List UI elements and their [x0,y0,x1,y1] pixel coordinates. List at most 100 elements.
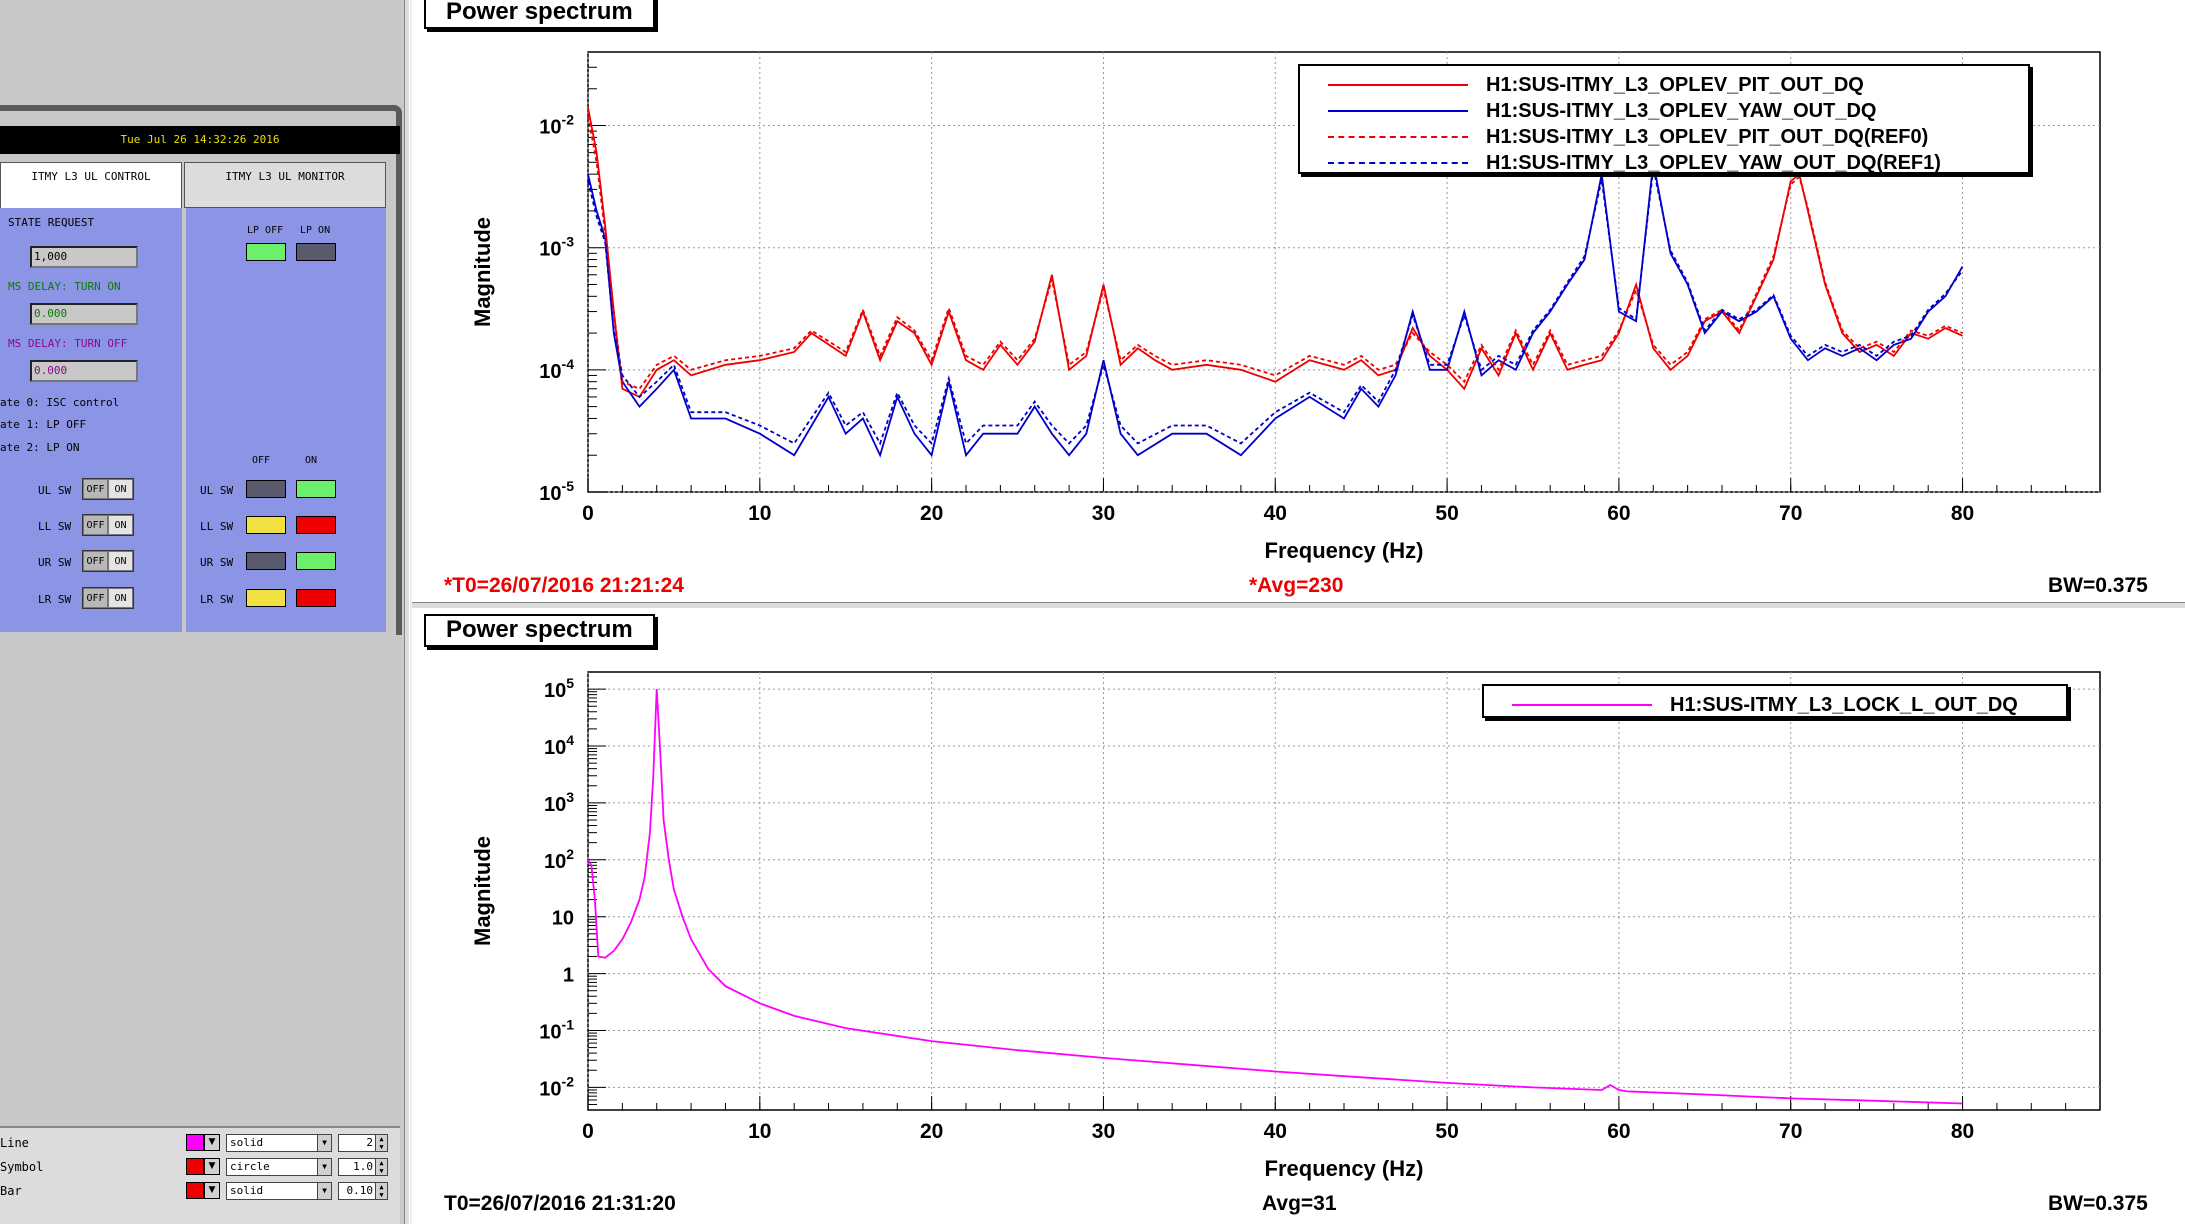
ul-switch[interactable]: OFF ON [82,478,134,500]
bar-color-swatch[interactable] [186,1182,204,1199]
ur-sw-label: UR SW [38,556,72,569]
x-tick-label: 10 [748,1120,771,1143]
x-tick-label: 50 [1435,502,1458,525]
lr-off-indicator [246,589,286,607]
spinner-icon[interactable]: ▲ ▼ [375,1183,387,1199]
y-tick-label: 105 [544,675,574,702]
series-line-4 [587,167,1964,446]
turn-off-delay-label: MS DELAY: TURN OFF [8,337,128,350]
line-width-input[interactable]: 2 ▲ ▼ [338,1134,388,1152]
lr-sw-label: LR SW [38,593,72,606]
ll-sw-label: LL SW [38,520,72,533]
bottom-t0-text: T0=26/07/2016 21:31:20 [444,1192,676,1215]
y-tick-label: 10-1 [539,1016,574,1043]
ul-off-indicator [246,480,286,498]
state-1-label: ate 1: LP OFF [0,418,87,431]
tab-ul-monitor[interactable]: ITMY L3 UL MONITOR [184,162,386,208]
bar-width-value: 0.10 [346,1184,374,1197]
line-width-value: 2 [366,1136,373,1149]
symbol-size-input[interactable]: 1.0 ▲ ▼ [338,1158,388,1176]
chevron-down-icon: ▼ [208,1161,216,1171]
turn-on-delay-field[interactable]: 0.000 [30,303,138,325]
y-tick-label: 10-5 [539,478,574,505]
top-bw-text: BW=0.375 [2048,574,2148,597]
y-tick-label: 10-2 [539,1073,574,1100]
ur-off-indicator [246,552,286,570]
line-style-select[interactable]: solid ▼ [226,1134,332,1152]
y-axis-label: Magnitude [470,836,495,946]
state-request-label: STATE REQUEST [8,216,95,229]
series-line-1 [587,689,1963,1105]
y-tick-label: 104 [544,732,574,759]
legend-label: H1:SUS-ITMY_L3_OPLEV_YAW_OUT_DQ [1486,100,1877,122]
symbol-style-select[interactable]: circle ▼ [226,1158,332,1176]
ll-switch[interactable]: OFF ON [82,514,134,536]
x-tick-label: 10 [748,502,771,525]
chevron-down-icon: ▼ [208,1185,216,1195]
ur-switch-on[interactable]: ON [108,551,133,571]
tab-ul-monitor-label: ITMY L3 UL MONITOR [225,170,345,183]
bar-style-select[interactable]: solid ▼ [226,1182,332,1200]
ll-switch-off[interactable]: OFF [83,515,108,535]
x-tick-label: 20 [920,502,943,525]
y-tick-label: 10 [552,908,574,930]
tab-ul-control[interactable]: ITMY L3 UL CONTROL [0,162,182,208]
legend-entry: H1:SUS-ITMY_L3_LOCK_L_OUT_DQ [1484,692,2066,718]
x-tick-label: 70 [1779,1120,1802,1143]
ur-on-indicator [296,552,336,570]
x-axis-label: Frequency (Hz) [1265,1156,1424,1181]
ul-switch-off[interactable]: OFF [83,479,108,499]
x-tick-label: 40 [1264,502,1287,525]
lr-switch-on[interactable]: ON [108,588,133,608]
state-request-field[interactable]: 1,000 [30,246,138,268]
monitor-panel [186,208,386,632]
lr-switch-off[interactable]: OFF [83,588,108,608]
x-tick-label: 60 [1607,1120,1630,1143]
top-pad-title: Power spectrum [424,0,655,29]
turn-on-delay-label: MS DELAY: TURN ON [8,280,121,293]
y-tick-label: 102 [544,846,574,873]
pane-splitter[interactable] [404,0,410,1224]
line-color-swatch[interactable] [186,1134,204,1151]
y-tick-label: 10-4 [539,356,574,383]
spinner-icon[interactable]: ▲ ▼ [375,1135,387,1151]
ll-switch-on[interactable]: ON [108,515,133,535]
lp-off-label: LP OFF [247,225,284,236]
ur-switch-off[interactable]: OFF [83,551,108,571]
legend-label: H1:SUS-ITMY_L3_OPLEV_PIT_OUT_DQ(REF0) [1486,126,1929,148]
turn-off-delay-field[interactable]: 0.000 [30,360,138,382]
bar-width-input[interactable]: 0.10 ▲ ▼ [338,1182,388,1200]
bottom-bw-text: BW=0.375 [2048,1192,2148,1215]
x-tick-label: 80 [1951,1120,1974,1143]
bar-color-dropdown[interactable]: ▼ [204,1182,220,1199]
line-color-dropdown[interactable]: ▼ [204,1134,220,1151]
monitor-ul-label: UL SW [200,484,234,497]
monitor-lr-label: LR SW [200,593,234,606]
symbol-color-swatch[interactable] [186,1158,204,1175]
spinner-icon[interactable]: ▲ ▼ [375,1159,387,1175]
on-header: ON [305,455,318,466]
symbol-color-dropdown[interactable]: ▼ [204,1158,220,1175]
y-tick-label: 103 [544,789,574,816]
chevron-down-icon: ▼ [317,1159,331,1175]
bottom-avg-text: Avg=31 [1262,1192,1337,1215]
legend-label: H1:SUS-ITMY_L3_LOCK_L_OUT_DQ [1670,694,2018,716]
bar-style-value: solid [230,1184,264,1197]
plot-frame [587,671,2101,1111]
bottom-legend[interactable]: H1:SUS-ITMY_L3_LOCK_L_OUT_DQ [1482,684,2068,718]
legend-swatch [1328,162,1468,164]
chevron-down-icon: ▼ [317,1135,331,1151]
bottom-chart[interactable]: 0 10 20 30 40 50 60 70 80 10-2 10-1 1 10 102 103 104 105… [412,608,2185,1224]
x-tick-label: 0 [582,502,594,525]
top-legend[interactable]: H1:SUS-ITMY_L3_OPLEV_PIT_OUT_DQ H1:SUS-IT… [1298,64,2030,174]
legend-label: H1:SUS-ITMY_L3_OPLEV_PIT_OUT_DQ [1486,74,1864,96]
x-axis-label: Frequency (Hz) [1265,538,1424,563]
ur-switch[interactable]: OFF ON [82,550,134,572]
monitor-ll-label: LL SW [200,520,234,533]
ul-switch-on[interactable]: ON [108,479,133,499]
chevron-down-icon: ▼ [317,1183,331,1199]
state-2-label: ate 2: LP ON [0,441,80,454]
lr-switch[interactable]: OFF ON [82,587,134,609]
ul-on-indicator [296,480,336,498]
y-tick-label: 1 [563,965,574,987]
